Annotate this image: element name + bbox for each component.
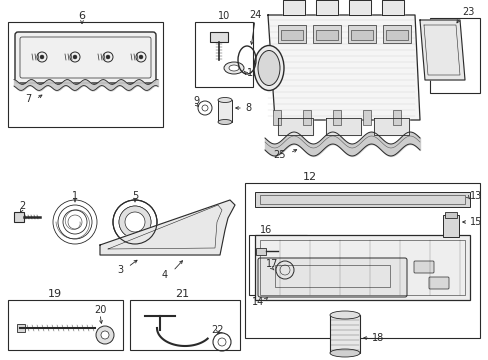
Ellipse shape xyxy=(329,349,359,357)
Bar xyxy=(315,30,337,40)
Text: 3: 3 xyxy=(117,265,123,275)
Bar xyxy=(362,110,370,125)
Bar xyxy=(254,192,469,207)
Circle shape xyxy=(101,331,109,339)
Text: 9: 9 xyxy=(193,96,199,106)
Polygon shape xyxy=(419,20,464,80)
Bar xyxy=(254,235,469,300)
Circle shape xyxy=(73,55,77,59)
Bar xyxy=(130,300,240,350)
Bar xyxy=(248,235,306,295)
Polygon shape xyxy=(315,0,337,15)
Circle shape xyxy=(139,55,142,59)
Bar xyxy=(347,25,375,43)
Text: 7: 7 xyxy=(25,94,31,104)
Bar xyxy=(195,22,252,87)
Polygon shape xyxy=(348,0,370,15)
Bar xyxy=(281,30,303,40)
Bar xyxy=(382,25,410,43)
Text: 5: 5 xyxy=(132,191,138,201)
Bar xyxy=(209,32,227,42)
Polygon shape xyxy=(278,118,312,135)
Ellipse shape xyxy=(258,50,280,85)
Text: 19: 19 xyxy=(48,289,62,299)
Polygon shape xyxy=(325,118,360,135)
Text: 2: 2 xyxy=(19,201,25,211)
Text: 1: 1 xyxy=(72,191,78,201)
Text: 4: 4 xyxy=(162,270,168,280)
Text: 16: 16 xyxy=(260,225,272,235)
Bar xyxy=(14,212,24,222)
Bar xyxy=(17,324,25,332)
Polygon shape xyxy=(267,15,419,120)
FancyBboxPatch shape xyxy=(258,258,406,297)
Text: 21: 21 xyxy=(175,289,189,299)
Ellipse shape xyxy=(218,98,231,103)
Bar xyxy=(274,265,389,287)
Polygon shape xyxy=(100,200,235,255)
Bar xyxy=(329,315,359,353)
FancyBboxPatch shape xyxy=(15,32,156,83)
Ellipse shape xyxy=(224,62,244,74)
Text: 10: 10 xyxy=(218,11,230,21)
Text: 14: 14 xyxy=(251,297,264,307)
Bar xyxy=(312,25,340,43)
FancyBboxPatch shape xyxy=(428,277,448,289)
FancyBboxPatch shape xyxy=(413,261,433,273)
Bar xyxy=(218,100,231,122)
Text: 24: 24 xyxy=(248,10,261,20)
Ellipse shape xyxy=(218,120,231,125)
Bar xyxy=(8,22,163,127)
Bar xyxy=(272,110,281,125)
Bar xyxy=(303,110,310,125)
Bar xyxy=(350,30,372,40)
Circle shape xyxy=(106,55,110,59)
Bar xyxy=(260,195,464,204)
Text: 13: 13 xyxy=(469,191,481,201)
Bar xyxy=(8,300,123,350)
Text: 11: 11 xyxy=(246,68,259,78)
Bar xyxy=(442,215,458,237)
Polygon shape xyxy=(373,118,408,135)
Bar xyxy=(385,30,407,40)
Bar xyxy=(278,25,305,43)
Text: 17: 17 xyxy=(265,259,278,269)
Polygon shape xyxy=(381,0,403,15)
Text: 25: 25 xyxy=(273,150,285,160)
Polygon shape xyxy=(283,0,305,15)
Text: 6: 6 xyxy=(79,11,85,21)
Bar xyxy=(444,212,456,218)
Ellipse shape xyxy=(329,311,359,319)
Circle shape xyxy=(125,212,145,232)
Text: 12: 12 xyxy=(303,172,316,182)
Circle shape xyxy=(119,206,151,238)
Text: 22: 22 xyxy=(211,325,224,335)
Ellipse shape xyxy=(228,65,239,71)
Text: 23: 23 xyxy=(461,7,473,17)
Bar xyxy=(260,240,464,295)
Bar xyxy=(392,110,400,125)
Ellipse shape xyxy=(253,45,284,90)
Text: 20: 20 xyxy=(94,305,106,315)
Text: 8: 8 xyxy=(244,103,251,113)
Bar xyxy=(429,18,479,93)
Text: 15: 15 xyxy=(469,217,481,227)
Text: 18: 18 xyxy=(371,333,384,343)
Circle shape xyxy=(96,326,114,344)
Bar xyxy=(332,110,340,125)
Circle shape xyxy=(40,55,44,59)
Bar xyxy=(244,183,479,338)
Bar xyxy=(256,248,265,255)
